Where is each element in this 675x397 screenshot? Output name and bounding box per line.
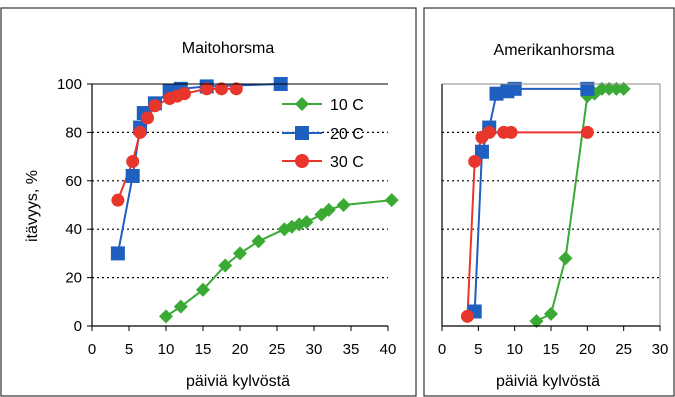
- x-tick-label: 10: [158, 341, 175, 358]
- y-tick-label: 60: [65, 173, 82, 190]
- y-tick-label: 20: [65, 270, 82, 287]
- data-point-10c: [321, 202, 336, 217]
- x-tick-label: 30: [306, 341, 323, 358]
- data-point-10c: [173, 299, 188, 314]
- data-point-20c: [580, 81, 595, 96]
- series-line-10c: [165, 199, 392, 318]
- x-tick-label: 15: [195, 341, 212, 358]
- data-point-10c: [544, 306, 558, 321]
- series-lines: [116, 83, 392, 318]
- x-tick-label: 35: [343, 341, 360, 358]
- x-tick-label: 0: [438, 341, 446, 358]
- x-tick-label: 20: [579, 341, 596, 358]
- legend-label-30c: 30 C: [330, 154, 364, 171]
- data-point-30c: [482, 125, 496, 139]
- data-point-30c: [111, 193, 125, 207]
- x-tick-label: 30: [652, 341, 669, 358]
- y-tick-label: 100: [57, 76, 82, 93]
- x-axis-label: päiviä kylvöstä: [496, 373, 600, 390]
- chart-title: Maitohorsma: [182, 40, 275, 57]
- data-point-10c: [616, 81, 631, 96]
- legend: 10 C 20 C 30 C: [282, 97, 364, 171]
- series-markers: [460, 81, 631, 329]
- x-tick-label: 0: [88, 341, 96, 358]
- data-point-30c: [141, 111, 154, 125]
- x-tick-label: 15: [543, 341, 560, 358]
- data-point-30c: [215, 82, 228, 96]
- x-tick-labels: 0 5 10 15 20 25 30: [438, 341, 669, 358]
- data-point-10c: [196, 282, 210, 297]
- data-point-30c: [148, 99, 162, 113]
- series-line-30c: [116, 87, 237, 201]
- legend-marker-20c: [295, 126, 309, 140]
- series-line-10c: [536, 87, 624, 323]
- data-point-20c: [474, 144, 489, 159]
- data-point-20c: [110, 246, 125, 261]
- data-point-10c: [299, 214, 314, 229]
- data-point-10c: [529, 314, 544, 329]
- data-point-30c: [229, 82, 243, 96]
- x-tick-labels: 0 5 10 15 20 25 30 35 40: [88, 341, 397, 358]
- data-point-10c: [251, 234, 266, 249]
- data-point-10c: [159, 309, 173, 324]
- legend-label-20c: 20 C: [330, 126, 364, 143]
- data-point-30c: [178, 87, 191, 101]
- data-point-30c: [200, 82, 214, 96]
- panel-frame-right: [423, 7, 675, 397]
- x-tick-label: 25: [615, 341, 632, 358]
- data-point-20c: [489, 86, 504, 101]
- data-point-20c: [125, 168, 140, 183]
- chart-amerikanhorsma: Amerikanhorsma 0 5 10 15 20 25 30 päiviä kylvö…: [438, 42, 669, 390]
- axes: [441, 83, 661, 331]
- legend-marker-10c: [295, 97, 309, 111]
- data-point-10c: [594, 81, 609, 96]
- x-tick-label: 10: [506, 341, 523, 358]
- data-point-10c: [336, 198, 351, 212]
- series-markers: [110, 77, 399, 324]
- chart-maitohorsma: Maitohorsma 0 20 40 60 80 100 0 5 10 15 20 25 30 35 4…: [24, 40, 399, 390]
- chart-title: Amerikanhorsma: [494, 42, 615, 59]
- y-tick-label: 80: [65, 124, 82, 141]
- data-point-10c: [218, 258, 233, 273]
- data-point-10c: [602, 81, 617, 96]
- data-point-30c: [504, 125, 518, 139]
- data-point-30c: [468, 154, 482, 168]
- data-point-30c: [133, 125, 147, 139]
- legend-marker-30c: [295, 154, 309, 168]
- data-point-20c: [507, 81, 522, 96]
- x-tick-label: 5: [125, 341, 133, 358]
- x-tick-label: 20: [232, 341, 249, 358]
- y-tick-labels: 0 20 40 60 80 100: [57, 76, 82, 335]
- x-axis-label: päiviä kylvöstä: [186, 373, 290, 390]
- x-tick-label: 40: [380, 341, 397, 358]
- panel-frame-left: [0, 7, 417, 397]
- data-point-10c: [233, 246, 247, 261]
- gridlines: [442, 131, 660, 279]
- gridlines: [92, 131, 388, 279]
- y-tick-label: 40: [65, 221, 82, 238]
- y-tick-label: 0: [74, 318, 82, 335]
- x-tick-label: 5: [474, 341, 482, 358]
- y-axis-label: itävyys, %: [24, 170, 41, 242]
- axes: [87, 83, 389, 331]
- legend-label-10c: 10 C: [330, 97, 364, 114]
- data-point-30c: [126, 154, 140, 168]
- x-tick-label: 25: [269, 341, 286, 358]
- data-point-30c: [460, 309, 474, 323]
- data-point-30c: [580, 125, 594, 139]
- data-point-10c: [558, 251, 573, 266]
- data-point-10c: [384, 193, 399, 208]
- data-point-10c: [609, 81, 624, 96]
